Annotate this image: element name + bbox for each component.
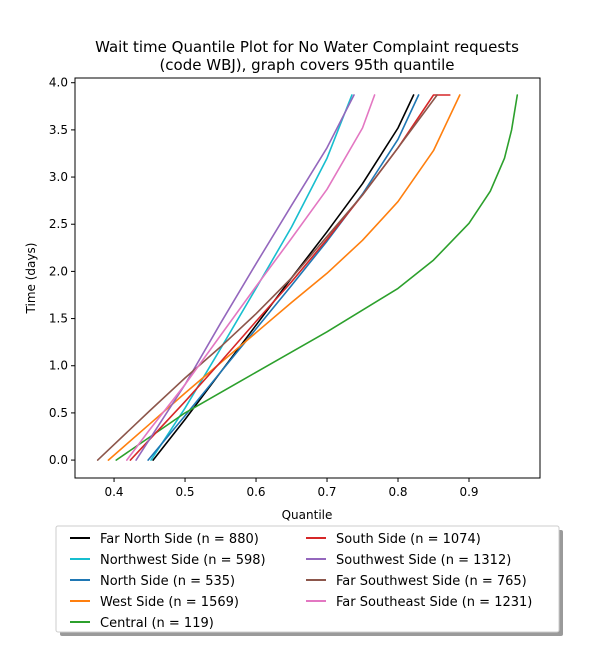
legend: Far North Side (n = 880) Northwest Side (… <box>55 525 563 636</box>
legend-label: Southwest Side (n = 1312) <box>336 553 511 568</box>
y-tick-label: 3.0 <box>49 170 68 184</box>
legend-label: Central (n = 119) <box>100 616 214 631</box>
y-tick-label: 1.0 <box>49 359 68 373</box>
y-axis-ticks: 0.0 0.5 1.0 1.5 2.0 2.5 3.0 3.5 4.0 <box>49 76 75 467</box>
x-tick-label: 0.6 <box>246 485 265 499</box>
legend-label: Far North Side (n = 880) <box>100 532 259 547</box>
series-line-2 <box>150 94 353 461</box>
y-tick-label: 2.0 <box>49 264 68 278</box>
y-tick-label: 1.5 <box>49 312 68 326</box>
series-line-1 <box>152 94 415 461</box>
x-axis-label: Quantile <box>282 508 333 522</box>
series-line-3 <box>147 94 420 461</box>
legend-label: West Side (n = 1569) <box>100 595 239 610</box>
series-line-5 <box>115 94 519 461</box>
x-tick-label: 0.4 <box>104 485 123 499</box>
series-line-4 <box>107 94 461 461</box>
legend-label: North Side (n = 535) <box>100 574 235 589</box>
y-tick-label: 0.5 <box>49 406 68 420</box>
y-tick-label: 0.0 <box>49 453 68 467</box>
series-lines <box>96 94 519 461</box>
y-tick-label: 4.0 <box>49 76 68 90</box>
legend-label: South Side (n = 1074) <box>336 532 481 547</box>
series-line-8 <box>96 94 438 461</box>
legend-label: Far Southeast Side (n = 1231) <box>336 595 532 610</box>
x-tick-label: 0.5 <box>175 485 194 499</box>
chart-title-line-2: (code WBJ), graph covers 95th quantile <box>159 56 454 74</box>
x-tick-label: 0.9 <box>459 485 478 499</box>
x-tick-label: 0.8 <box>388 485 407 499</box>
y-axis-label: Time (days) <box>24 243 38 315</box>
x-tick-label: 0.7 <box>317 485 336 499</box>
y-tick-label: 3.5 <box>49 123 68 137</box>
legend-label: Northwest Side (n = 598) <box>100 553 266 568</box>
x-axis-ticks: 0.4 0.5 0.6 0.7 0.8 0.9 <box>104 478 479 499</box>
plot-frame <box>74 77 541 479</box>
series-line-9 <box>126 94 376 461</box>
chart-title-line-1: Wait time Quantile Plot for No Water Com… <box>95 38 519 56</box>
legend-label: Far Southwest Side (n = 765) <box>336 574 527 589</box>
series-line-6 <box>129 94 451 461</box>
y-tick-label: 2.5 <box>49 217 68 231</box>
